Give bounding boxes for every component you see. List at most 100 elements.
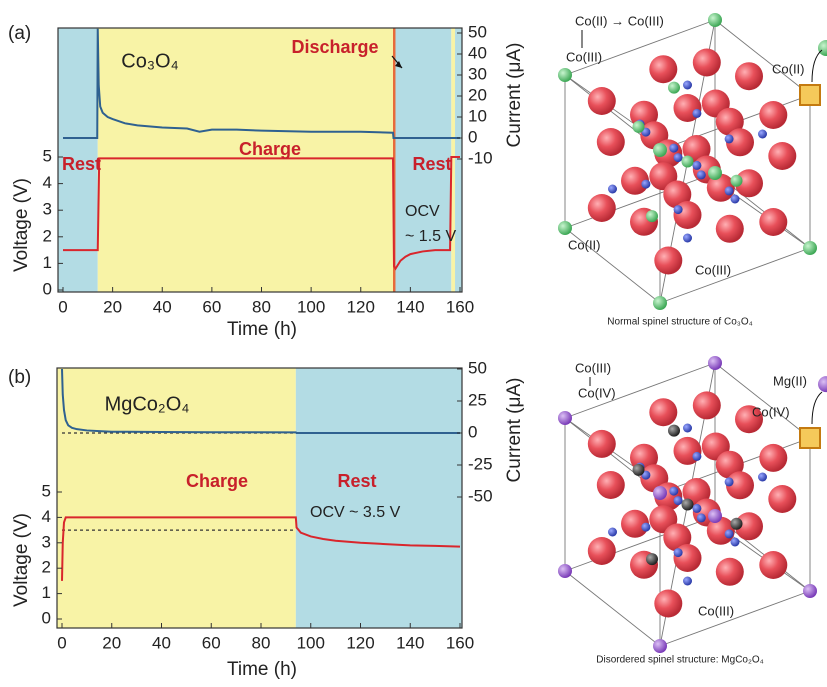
x-tick-label: 160	[446, 633, 474, 652]
oxygen-atom	[715, 214, 744, 243]
x-axis-label: Time (h)	[227, 659, 297, 680]
tetrahedral-atom	[558, 411, 572, 425]
panel-label: (b)	[8, 367, 31, 388]
x-tick-label: 80	[252, 633, 271, 652]
y-tick-label: 2	[42, 558, 51, 577]
region-label: Charge	[186, 471, 248, 491]
octahedral-atom	[724, 529, 734, 539]
y2-tick-label: 50	[468, 358, 487, 377]
y2-axis-label: Current (μA)	[504, 378, 525, 483]
structure-label: Co(II)	[772, 61, 805, 76]
cube-edge	[564, 227, 661, 304]
structures	[558, 13, 827, 653]
octahedral-atom	[683, 233, 692, 243]
oxygen-atom	[587, 537, 616, 565]
structure-label: Co(III)	[575, 360, 611, 375]
series-line	[63, 28, 460, 139]
tetrahedral-atom	[646, 210, 658, 223]
structure-label: Co(III)	[698, 603, 734, 618]
chart: 0 20 40 60 80 100 120 140 160 0 1 2 3 4 5 -10 0 10 20 30 40 5…	[43, 22, 493, 316]
tetrahedral-atom	[668, 81, 680, 94]
oxygen-atom	[768, 485, 797, 513]
oxygen-atom	[735, 512, 763, 541]
cube-edge	[659, 590, 811, 647]
oxygen-atom	[654, 589, 683, 618]
y-tick-label: 0	[43, 279, 52, 298]
cube-edge	[564, 362, 716, 419]
oxygen-atom	[587, 87, 616, 115]
cube-edge	[714, 19, 811, 96]
octahedral-atom	[641, 522, 651, 532]
arrow	[811, 391, 823, 425]
region	[295, 368, 462, 628]
octahedral-atom	[673, 205, 683, 215]
octahedral-atom	[673, 496, 683, 506]
oxygen-atom	[621, 166, 649, 195]
tetrahedral-atom	[632, 463, 645, 476]
region	[97, 28, 394, 292]
y2-tick-label: -50	[468, 486, 493, 505]
tetrahedral-atom	[708, 13, 722, 27]
oxygen-atom	[692, 48, 721, 77]
tetrahedral-atom	[632, 120, 645, 133]
y-tick-label: 3	[42, 532, 51, 551]
annotation: Co₃O₄	[121, 50, 178, 72]
plot-frame	[57, 27, 463, 293]
y2-tick-label: 20	[468, 85, 487, 104]
region	[451, 28, 456, 292]
y-tick-label: 1	[42, 583, 51, 602]
y-tick-label: 1	[43, 253, 52, 272]
y2-tick-label: 30	[468, 64, 487, 83]
y2-tick-label: 0	[468, 127, 477, 146]
octahedral-atom	[641, 179, 651, 189]
x-tick-label: 60	[202, 297, 221, 316]
tetrahedral-atom	[558, 68, 572, 82]
octahedral-atom	[696, 513, 706, 523]
oxygen-atom	[759, 443, 788, 472]
structure-label: Co(IV)	[752, 404, 790, 419]
x-tick-label: 120	[346, 633, 374, 652]
cube-edge	[714, 362, 811, 439]
tetrahedral-atom	[708, 356, 722, 370]
x-tick-label: 40	[153, 297, 172, 316]
octahedral-atom	[730, 537, 740, 547]
octahedral-atom	[696, 170, 706, 180]
oxygen-atom	[654, 246, 683, 275]
tetrahedral-atom	[803, 241, 817, 255]
y-tick-label: 5	[43, 146, 52, 165]
arrowhead	[395, 61, 402, 68]
x-tick-label: 160	[446, 297, 474, 316]
oxygen-atom	[621, 509, 649, 538]
y2-tick-label: 40	[468, 43, 487, 62]
y-tick-label: 4	[42, 507, 51, 526]
octahedral-atom	[683, 80, 692, 90]
octahedral-atom	[692, 451, 702, 461]
octahedral-atom	[724, 134, 734, 144]
region-label: Rest	[337, 471, 376, 491]
tetrahedral-atom	[646, 553, 658, 566]
region	[393, 28, 396, 292]
outer-atom	[818, 376, 827, 393]
oxygen-atom	[735, 405, 763, 434]
y-axis-label: Voltage (V)	[11, 513, 32, 607]
octahedral-atom	[692, 108, 702, 118]
oxygen-atom	[759, 551, 788, 579]
oxygen-atom	[759, 208, 788, 236]
y2-tick-label: 0	[468, 422, 477, 441]
plot-frame	[56, 367, 463, 629]
tetrahedral-atom	[708, 166, 722, 180]
series-line	[61, 516, 461, 581]
x-axis-label: Time (h)	[227, 319, 297, 340]
region	[58, 28, 98, 292]
oxygen-atom	[726, 128, 754, 157]
tetrahedral-atom	[681, 155, 694, 168]
y-axis-label: Voltage (V)	[11, 178, 32, 272]
tetrahedral-atom	[653, 143, 667, 157]
oxygen-atom	[587, 194, 616, 222]
oxygen-atom	[715, 557, 744, 586]
oxygen-atom	[649, 398, 678, 427]
y-tick-label: 3	[43, 200, 52, 219]
structure-label: Co(II) → Co(III)	[575, 13, 664, 28]
outer-atom	[818, 40, 827, 56]
